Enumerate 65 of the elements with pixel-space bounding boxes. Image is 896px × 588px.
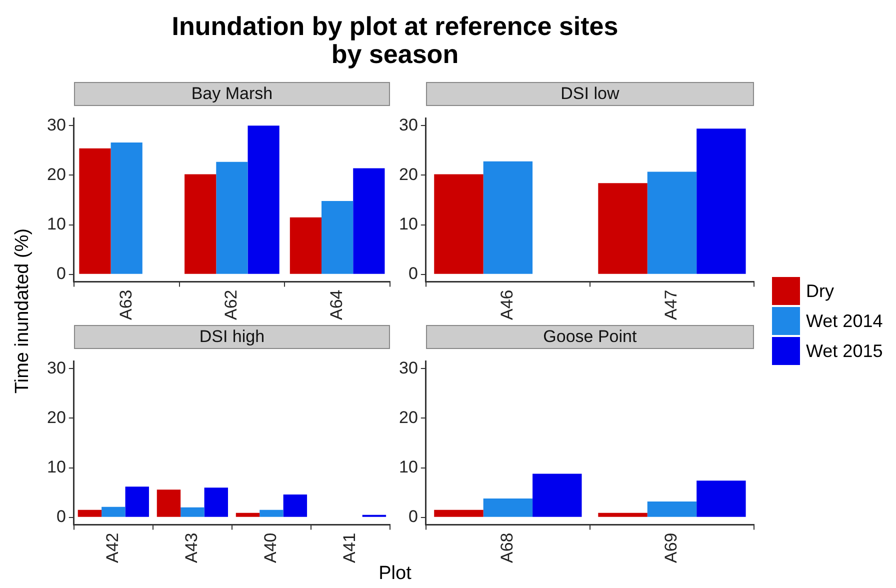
y-tick-label: 30: [398, 115, 418, 134]
y-tick-label: 0: [408, 264, 418, 284]
chart-subtitle: Bay Marsh: [74, 82, 390, 106]
y-tick-label: 30: [398, 358, 418, 378]
bar: [353, 168, 385, 274]
bar: [180, 507, 204, 517]
y-tick-label: 30: [46, 358, 66, 378]
bar: [483, 498, 533, 517]
bar: [434, 510, 484, 517]
bar: [483, 161, 533, 274]
bar: [322, 200, 354, 274]
x-tick-label: A69: [662, 532, 681, 563]
bar: [216, 162, 248, 274]
y-tick-label: 0: [408, 507, 418, 526]
y-tick-label: 10: [46, 457, 66, 476]
bar: [110, 142, 142, 274]
x-tick-label: A42: [103, 532, 122, 563]
bar: [184, 174, 216, 274]
x-tick-label: A46: [498, 290, 517, 320]
y-tick-label: 10: [398, 214, 418, 234]
chart-title: Inundation by plot at reference sites by season: [170, 11, 620, 69]
x-tick-label: A63: [116, 290, 136, 320]
y-tick-label: 10: [46, 214, 66, 234]
x-tick-label: A47: [662, 290, 681, 320]
bar: [125, 486, 149, 517]
bar: [696, 480, 746, 517]
x-axis-title: Plot: [378, 563, 412, 585]
bar: [290, 217, 322, 274]
legend-label: Wet 2014: [806, 310, 883, 332]
bar: [434, 174, 484, 274]
y-tick-label: 20: [46, 408, 66, 427]
x-tick-label: A64: [327, 290, 346, 320]
legend-label: Dry: [806, 280, 834, 302]
bar: [598, 512, 648, 517]
x-tick-label: A40: [261, 532, 280, 563]
bar: [79, 148, 111, 274]
bar: [283, 494, 308, 517]
bar: [102, 506, 126, 517]
bar: [78, 510, 102, 517]
bar: [598, 183, 648, 274]
y-tick-label: 30: [46, 115, 66, 134]
chart-subtitle: DSI low: [426, 82, 754, 106]
bar: [204, 488, 228, 517]
x-tick-label: A43: [182, 532, 202, 563]
bar: [696, 128, 746, 274]
y-tick-label: 0: [56, 264, 66, 284]
bar: [260, 510, 284, 517]
bar: [647, 501, 697, 517]
y-tick-label: 20: [398, 164, 418, 184]
bar: [236, 512, 260, 517]
bar: [156, 490, 181, 517]
legend-label: Wet 2015: [806, 340, 883, 362]
y-tick-label: 10: [398, 457, 418, 476]
y-axis-title: Time inundated (%): [12, 227, 34, 396]
x-tick-label: A68: [498, 532, 517, 563]
bar: [647, 172, 697, 274]
y-tick-label: 20: [46, 164, 66, 184]
chart-subtitle: DSI high: [74, 325, 390, 349]
x-tick-label: A62: [222, 290, 241, 320]
x-tick-label: A41: [340, 532, 360, 563]
bar: [248, 126, 280, 274]
bar: [532, 474, 582, 517]
y-tick-label: 20: [398, 408, 418, 427]
chart-subtitle: Goose Point: [426, 325, 754, 349]
y-tick-label: 0: [56, 507, 66, 526]
